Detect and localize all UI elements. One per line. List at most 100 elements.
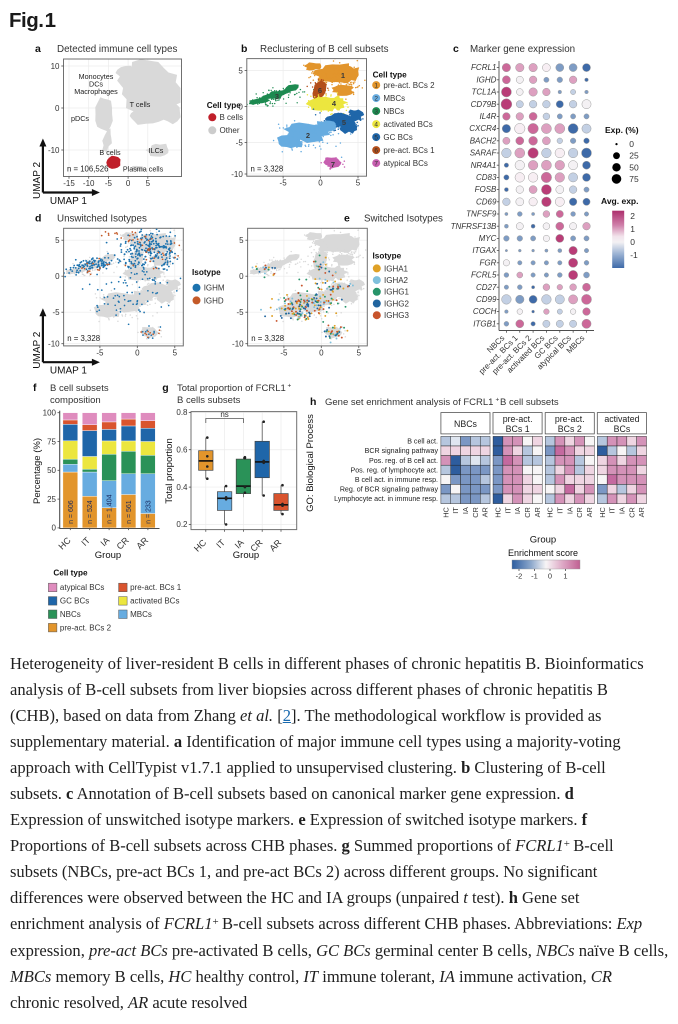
svg-text:IT: IT	[451, 507, 460, 514]
svg-text:IGHG1: IGHG1	[384, 288, 409, 297]
svg-text:-10: -10	[48, 146, 60, 155]
svg-text:6: 6	[374, 148, 378, 155]
svg-text:Pos. reg. of lymphocyte act.: Pos. reg. of lymphocyte act.	[350, 466, 438, 474]
svg-text:0.6: 0.6	[176, 446, 188, 455]
svg-text:n = 3,328: n = 3,328	[251, 165, 284, 174]
svg-text:atypical BCs: atypical BCs	[60, 583, 104, 592]
svg-text:pre-act. BCs 2: pre-act. BCs 2	[60, 623, 112, 632]
svg-text:TNFSF9: TNFSF9	[466, 210, 497, 219]
svg-text:4: 4	[374, 122, 378, 129]
svg-text:Macrophages: Macrophages	[74, 87, 118, 96]
svg-text:UMAP 1: UMAP 1	[50, 196, 87, 207]
svg-text:b: b	[241, 43, 247, 55]
svg-text:0: 0	[55, 272, 60, 281]
svg-text:Enrichment score: Enrichment score	[508, 548, 578, 558]
svg-text:IT: IT	[503, 507, 512, 514]
svg-text:IGHA1: IGHA1	[384, 264, 409, 273]
svg-text:IGHA2: IGHA2	[384, 276, 409, 285]
svg-text:n = 3,328: n = 3,328	[251, 334, 284, 343]
svg-text:Group: Group	[95, 550, 121, 561]
svg-text:Monocytes: Monocytes	[79, 72, 114, 81]
svg-text:0: 0	[238, 102, 243, 111]
svg-text:n = 561: n = 561	[126, 500, 133, 524]
svg-text:Gene set enrichment analysis o: Gene set enrichment analysis of FCRL1	[325, 397, 493, 408]
svg-text:-1: -1	[531, 572, 538, 581]
svg-text:5: 5	[342, 118, 346, 127]
svg-text:CD99: CD99	[476, 295, 497, 304]
svg-text:0.4: 0.4	[176, 483, 188, 492]
svg-text:0: 0	[629, 139, 634, 149]
svg-text:5: 5	[356, 179, 361, 188]
svg-text:0: 0	[135, 348, 140, 357]
svg-text:5: 5	[146, 179, 151, 188]
svg-text:pDCs: pDCs	[71, 114, 89, 123]
svg-text:-10: -10	[231, 170, 243, 179]
svg-text:1: 1	[341, 71, 345, 80]
svg-text:IA: IA	[618, 507, 627, 514]
svg-text:TCL1A: TCL1A	[471, 88, 496, 97]
svg-text:CD27: CD27	[476, 283, 497, 292]
svg-text:B cell subsets: B cell subsets	[50, 383, 109, 394]
svg-text:IGHD: IGHD	[204, 296, 224, 305]
svg-text:UMAP 1: UMAP 1	[50, 366, 87, 377]
svg-text:2: 2	[306, 131, 310, 140]
svg-text:-5: -5	[105, 179, 113, 188]
svg-text:Switched Isotypes: Switched Isotypes	[364, 214, 443, 225]
svg-text:COCH: COCH	[473, 307, 497, 316]
svg-text:B cells: B cells	[99, 148, 121, 157]
svg-text:n = 106,526: n = 106,526	[67, 165, 108, 174]
svg-text:ns: ns	[220, 410, 228, 419]
svg-text:MBCs: MBCs	[383, 94, 405, 103]
svg-text:Isotype: Isotype	[373, 252, 402, 261]
svg-text:n = 606: n = 606	[68, 500, 75, 524]
svg-text:0: 0	[55, 104, 60, 113]
svg-text:0: 0	[239, 272, 244, 281]
svg-text:IGHG3: IGHG3	[384, 311, 409, 320]
svg-text:0.2: 0.2	[176, 520, 188, 529]
svg-text:25: 25	[47, 495, 56, 504]
svg-text:Isotype: Isotype	[192, 268, 221, 277]
svg-text:-10: -10	[232, 340, 244, 349]
svg-text:IA: IA	[565, 507, 574, 514]
svg-text:-15: -15	[63, 179, 75, 188]
svg-text:pre-act.: pre-act.	[555, 414, 585, 424]
svg-text:ILCs: ILCs	[149, 146, 164, 155]
svg-text:ITGB1: ITGB1	[473, 319, 496, 328]
svg-text:DCs: DCs	[89, 80, 103, 89]
svg-text:BACH2: BACH2	[470, 136, 497, 145]
svg-text:f: f	[33, 382, 37, 394]
svg-text:NR4A1: NR4A1	[471, 161, 497, 170]
svg-text:4: 4	[332, 99, 337, 108]
svg-text:GO: Biological Process: GO: Biological Process	[305, 414, 316, 512]
svg-text:Group: Group	[530, 535, 556, 546]
svg-text:Other: Other	[220, 126, 240, 135]
svg-text:-10: -10	[83, 179, 95, 188]
svg-text:5: 5	[238, 66, 243, 75]
svg-text:3: 3	[374, 109, 378, 116]
svg-text:UMAP 2: UMAP 2	[32, 331, 43, 368]
svg-text:B cell act. in immune resp.: B cell act. in immune resp.	[355, 476, 438, 484]
svg-text:5: 5	[239, 236, 244, 245]
svg-text:IA: IA	[461, 507, 470, 514]
svg-text:Avg. exp.: Avg. exp.	[601, 196, 638, 206]
svg-text:IA: IA	[513, 507, 522, 514]
svg-text:0: 0	[548, 572, 552, 581]
svg-text:B cell subsets: B cell subsets	[500, 397, 559, 408]
svg-text:-5: -5	[280, 179, 288, 188]
svg-text:pre-act.: pre-act.	[503, 414, 533, 424]
svg-text:75: 75	[47, 437, 56, 446]
svg-text:Plasma cells: Plasma cells	[123, 165, 164, 174]
svg-text:g: g	[162, 382, 168, 394]
svg-text:+: +	[288, 383, 292, 390]
svg-text:-1: -1	[630, 250, 638, 260]
svg-text:MYC: MYC	[479, 234, 497, 243]
svg-text:3: 3	[275, 92, 279, 101]
svg-text:BCs 2: BCs 2	[558, 424, 582, 434]
svg-text:GC BCs: GC BCs	[60, 597, 89, 606]
svg-text:pre-act. BCs 2: pre-act. BCs 2	[383, 81, 435, 90]
svg-text:TNFRSF13B: TNFRSF13B	[451, 222, 497, 231]
svg-text:2: 2	[374, 96, 378, 103]
svg-text:Percentage (%): Percentage (%)	[32, 438, 43, 504]
svg-text:activated BCs: activated BCs	[383, 120, 432, 129]
svg-text:2: 2	[630, 211, 635, 221]
